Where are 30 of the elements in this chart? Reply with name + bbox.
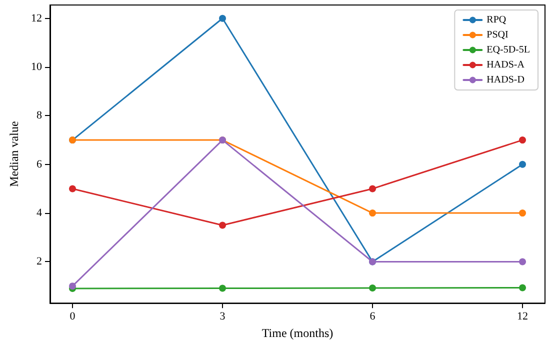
x-tick-label: 3 <box>220 310 226 323</box>
point <box>519 284 526 292</box>
point <box>369 284 376 292</box>
point <box>519 210 526 217</box>
point <box>219 222 226 229</box>
y-tick-label: 4 <box>36 207 42 220</box>
y-tick-label: 8 <box>36 110 42 122</box>
y-tick-label: 2 <box>36 256 42 268</box>
point <box>219 14 226 22</box>
point <box>219 284 226 292</box>
y-tick-label: 10 <box>31 61 42 74</box>
y-tick-label: 12 <box>31 12 42 24</box>
x-tick-label: 0 <box>70 310 76 323</box>
point <box>369 185 376 192</box>
point <box>519 160 526 168</box>
point <box>69 185 76 192</box>
legend-label: HADS-A <box>486 60 526 70</box>
y-tick-label: 6 <box>36 158 42 170</box>
y-axis-title: Median value <box>7 121 21 187</box>
legend-label: HADS-D <box>486 74 524 86</box>
x-axis-title: Time (months) <box>262 326 334 340</box>
point <box>369 210 376 217</box>
legend-label: EQ-5D-5L <box>486 44 530 56</box>
x-tick-label: 6 <box>370 310 376 323</box>
point <box>519 136 526 144</box>
legend-label: PSQI <box>486 30 508 40</box>
point <box>519 258 526 266</box>
point <box>69 282 76 290</box>
legend-label: RPQ <box>486 14 507 26</box>
x-tick-label: 12 <box>517 310 528 323</box>
